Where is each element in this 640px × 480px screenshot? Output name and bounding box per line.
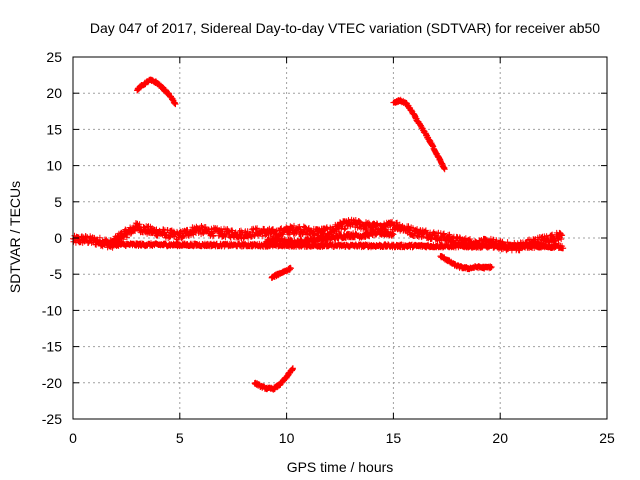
x-tick-label: 0 (69, 430, 77, 446)
y-tick-label: 15 (46, 121, 62, 137)
y-tick-label: -20 (42, 375, 62, 391)
series-markers (437, 253, 495, 273)
x-tick-label: 5 (176, 430, 184, 446)
x-tick-label: 10 (279, 430, 295, 446)
y-tick-label: -25 (42, 411, 62, 427)
y-tick-label: 10 (46, 158, 62, 174)
series-dropout (102, 236, 567, 252)
x-tick-label: 25 (599, 430, 615, 446)
y-axis-label: SDTVAR / TECUs (7, 181, 23, 293)
y-tick-label: -5 (50, 266, 63, 282)
y-tick-label: -15 (42, 339, 62, 355)
x-tick-label: 20 (492, 430, 508, 446)
series-arc-3 (437, 253, 495, 273)
x-tick-label: 15 (386, 430, 402, 446)
y-tick-label: 25 (46, 49, 62, 65)
series-markers (134, 76, 179, 108)
series-arc-4 (268, 264, 294, 281)
x-axis-label: GPS time / hours (287, 459, 394, 475)
data-points (70, 76, 567, 393)
y-tick-label: -10 (42, 302, 62, 318)
chart-title: Day 047 of 2017, Sidereal Day-to-day VTE… (90, 20, 600, 36)
series-markers (268, 264, 294, 281)
y-tick-label: 20 (46, 85, 62, 101)
series-markers (390, 96, 448, 173)
series-arc-2 (390, 96, 448, 173)
series-arc-1 (134, 76, 179, 108)
y-tick-label: 5 (54, 194, 62, 210)
series-arc-5 (251, 365, 296, 393)
y-tick-label: 0 (54, 230, 62, 246)
series-markers (251, 365, 296, 393)
series-markers (102, 236, 567, 252)
axis-ticks: 0 5 10 15 20 25 25 20 15 10 5 0 -5 -10 -15 -20 -25 (42, 49, 615, 446)
grid (73, 57, 607, 419)
